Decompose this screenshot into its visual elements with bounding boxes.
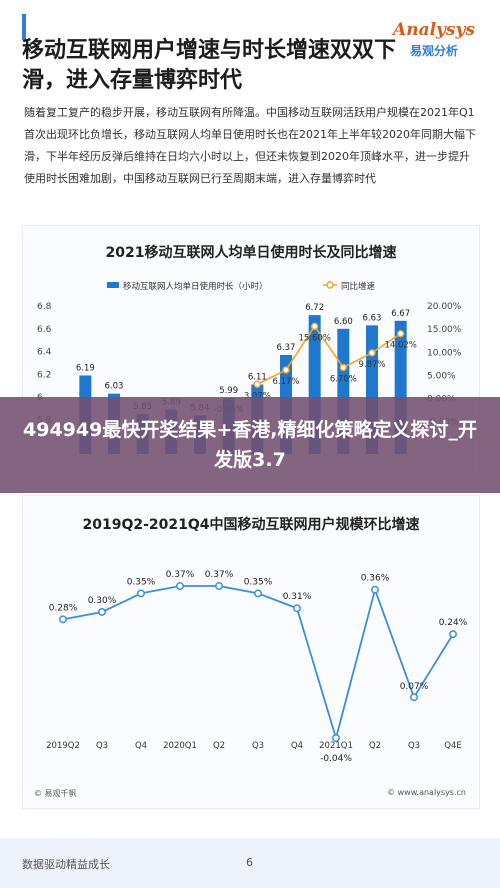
footer-label: 数据驱动精益成长 [22,858,110,871]
right-axis-tick: 20.00% [427,302,462,312]
bar-label: 6.37 [277,343,296,353]
growth-rate-point [371,585,379,594]
growth-rate-point [137,589,145,598]
chart-title-growth: 2019Q2-2021Q4中国移动互联网用户规模环比增速 [82,517,420,533]
x-axis-tick: 2020Q1 [163,741,197,751]
left-axis-tick: 6.8 [37,302,52,312]
growth-rate-label: 0.24% [439,618,468,628]
legend-label-growth: 同比增速 [341,281,376,292]
bar-label: 6.67 [391,309,410,319]
growth-rate-label: 0.35% [127,577,156,587]
growth-rate-point [98,608,106,616]
growth-point [282,366,290,374]
growth-label: 6.70% [330,375,357,385]
bar-label: 6.60 [334,317,353,327]
growth-label: 6.17% [272,377,299,387]
brand-name: 易观分析 [409,44,458,58]
growth-line [256,324,402,386]
source-left: © 易观千帆 [34,789,77,798]
x-axis-tick: Q4 [291,741,303,751]
growth-rate-point [449,630,457,639]
growth-rate-point [254,589,262,598]
growth-rate-label: 0.37% [205,570,234,580]
bar-label: 6.03 [105,382,124,392]
legend-label-usage: 移动互联网人均单日使用时长（小时） [123,281,268,292]
growth-point [339,363,348,372]
growth-label: 9.87% [358,360,385,370]
growth-rate-label: -0.04% [320,754,352,764]
chart-card-growth: 2019Q2-2021Q4中国移动互联网用户规模环比增速 0.28% 2019Q2… [22,495,480,809]
growth-rate-point [176,582,184,590]
x-axis-tick: Q3 [252,741,264,751]
x-axis-tick: 2019Q2 [46,741,80,751]
growth-rate-point [59,615,67,624]
page-number: 6 [246,856,253,869]
overlay-banner: 494949最快开奖结果+香港,精细化策略定义探讨_开发版3.7 [0,397,500,493]
legend-marker-growth [326,281,334,289]
growth-label: 15.60% [298,333,330,343]
x-axis-tick: Q4 [135,741,147,751]
x-axis-tick: Q2 [213,741,225,751]
footer: 数据驱动精益成长 6 [0,838,500,888]
bar-label: 6.19 [76,363,95,373]
growth-point [253,380,262,389]
page-title: 移动互联网用户增速与时长增速双双下滑，进入存量博弈时代 [22,38,397,93]
growth-label: 14.02% [384,341,416,351]
chart-title-usage: 2021移动互联网人均单日使用时长及同比增速 [105,245,397,261]
brand: Analysys 易观分析 [386,20,482,59]
growth-rate-label: 0.36% [361,574,390,584]
growth-point [396,329,405,338]
right-axis-tick: 10.00% [427,348,462,358]
x-axis-tick: Q4E [444,741,461,751]
bar-label: 6.72 [305,303,324,313]
growth-rate-label: 0.31% [283,592,312,602]
growth-rate-point [215,582,223,590]
x-axis-tick: 2021Q1 [319,741,353,751]
left-axis-tick: 6.2 [37,370,51,380]
growth-rate-label: 0.35% [244,577,273,587]
bar-label: 6.63 [363,313,382,323]
growth-rate-point [410,693,418,702]
chart-growth-svg: 0.28% 2019Q2 0.30% Q3 0.35% Q4 0.37% 2020Q1 0.37… [46,570,468,764]
brand-logo: Analysys [393,20,475,40]
growth-rate-label: 0.28% [49,603,78,613]
growth-point [368,349,376,357]
x-axis-tick: Q2 [369,741,381,751]
growth-rate-label: 0.07% [400,682,429,692]
intro-paragraph: 随着复工复产的稳步开展，移动互联网有所降温。中国移动互联网活跃用户规模在2021… [24,106,476,185]
right-axis-tick: 15.00% [427,325,462,335]
growth-point [310,322,319,331]
source-right: © www.analysys.cn [387,788,466,797]
overlay-banner-text: 494949最快开奖结果+香港,精细化策略定义探讨_开发版3.7 [23,419,477,471]
bar-label: 6.11 [248,373,267,383]
bar-label: 5.99 [219,386,238,396]
legend-swatch-usage [107,282,119,288]
right-axis-tick: 5.00% [427,371,456,381]
left-axis-tick: 6.4 [37,348,52,358]
growth-rate-point [293,604,301,613]
growth-rate-label: 0.37% [166,570,195,580]
growth-rate-point [332,734,340,742]
x-axis-tick: Q3 [408,741,420,751]
growth-rate-label: 0.30% [88,596,117,606]
growth-label: 3.07% [244,391,271,401]
left-axis-tick: 6.6 [37,325,52,335]
x-axis-tick: Q3 [96,741,108,751]
growth-rate-line [62,585,454,742]
title-accent-bar [22,14,26,40]
